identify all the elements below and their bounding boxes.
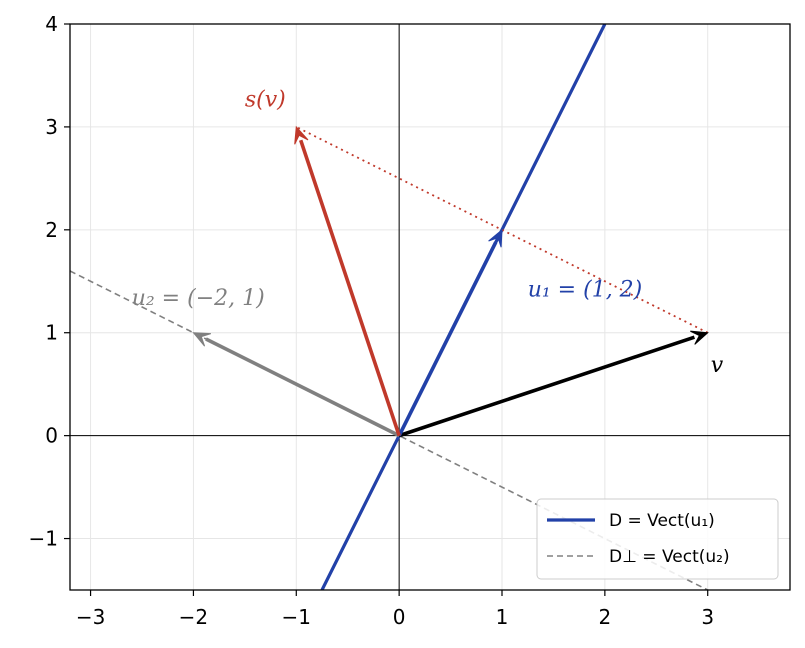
label-sv: s(v)	[245, 87, 286, 112]
x-tick-label: 1	[496, 605, 509, 629]
y-tick-label: 2	[45, 218, 58, 242]
vector-u2-head	[192, 332, 212, 347]
vector-v-shaft	[398, 335, 696, 438]
y-tick-label: 0	[45, 424, 58, 448]
annotations: v u₁ = (1, 2) u₂ = (−2, 1) s(v)	[132, 87, 724, 378]
vector-u2	[192, 332, 400, 438]
x-tick-label: 0	[393, 605, 406, 629]
label-u2: u₂ = (−2, 1)	[132, 286, 265, 311]
vector-sv-head	[294, 125, 309, 145]
x-tick-label: 2	[598, 605, 611, 629]
vector-sv	[294, 125, 401, 437]
legend-label: D⊥ = Vect(u₂)	[609, 547, 730, 567]
plot-frame	[69, 23, 791, 591]
y-tick-label: 3	[45, 115, 58, 139]
legend-label: D = Vect(u₁)	[609, 511, 715, 531]
vector-u1	[397, 228, 503, 437]
y-tick-label: 4	[45, 12, 58, 36]
vector-v	[398, 330, 709, 438]
x-tick-label: −1	[282, 605, 311, 629]
vector-v-head	[690, 330, 709, 345]
label-v: v	[711, 353, 724, 378]
vector-u1-head	[488, 228, 503, 248]
legend-box	[536, 498, 779, 580]
x-tick-label: −3	[76, 605, 105, 629]
vector-u2-shaft	[205, 337, 400, 438]
legend: D = Vect(u₁) D⊥ = Vect(u₂)	[536, 498, 779, 580]
vector-u1-shaft	[397, 241, 498, 437]
x-tick-label: −2	[179, 605, 208, 629]
plot-area	[70, 24, 790, 590]
axis-ticks: −3 −2 −1 0 1 2 3 −1 0 1 2 3 4	[29, 12, 715, 629]
vector-sv-shaft	[299, 139, 401, 437]
y-tick-label: 1	[45, 321, 58, 345]
label-u1: u₁ = (1, 2)	[528, 278, 643, 303]
x-tick-label: 3	[701, 605, 714, 629]
y-tick-label: −1	[29, 527, 58, 551]
